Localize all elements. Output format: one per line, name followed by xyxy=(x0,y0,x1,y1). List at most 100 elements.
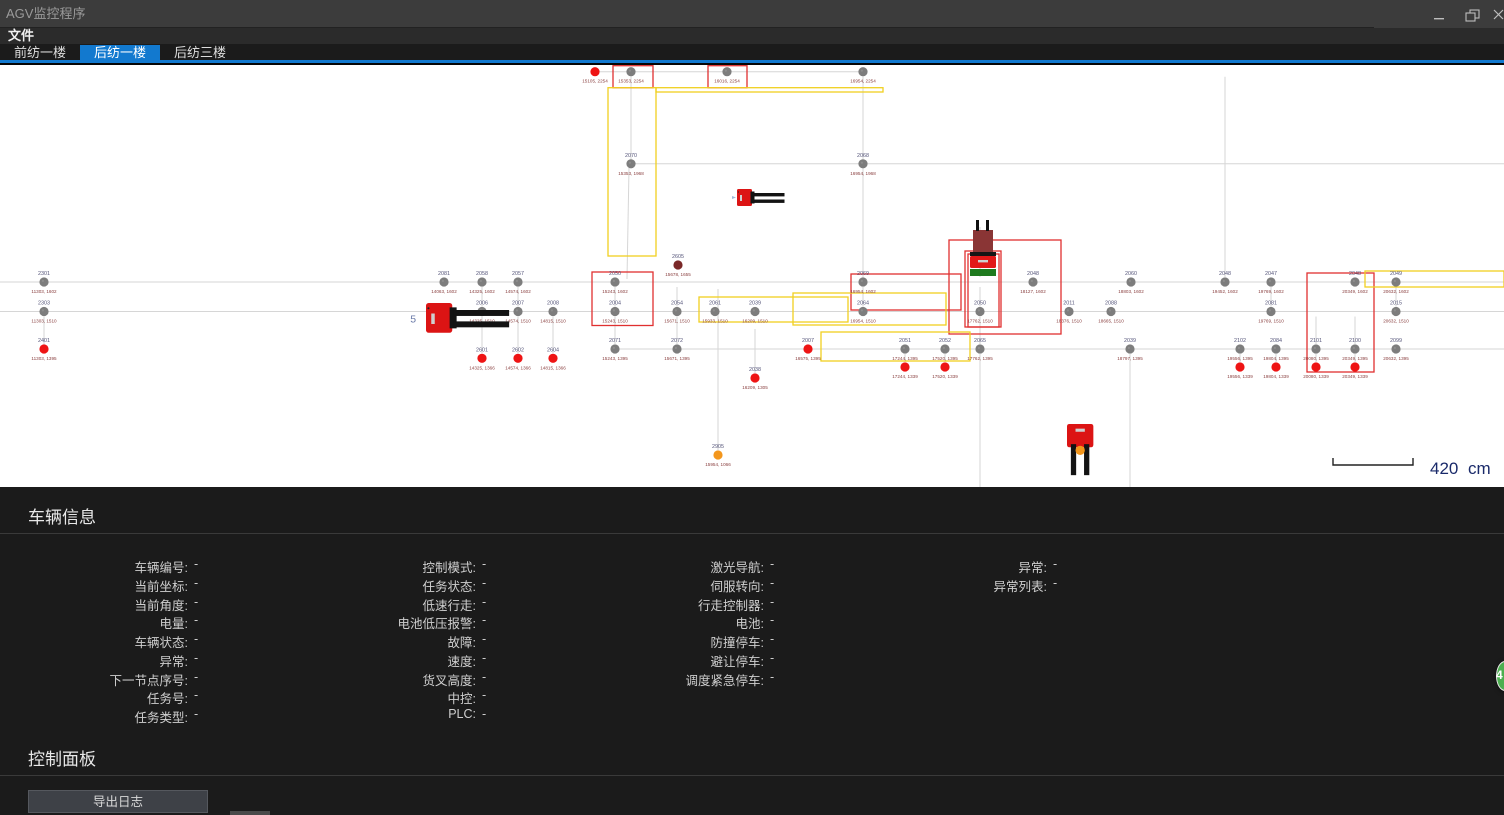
svg-text:18376, 1510: 18376, 1510 xyxy=(1056,319,1082,324)
svg-text:17762, 1510: 17762, 1510 xyxy=(967,319,993,324)
svg-text:2008: 2008 xyxy=(547,301,559,307)
svg-text:18797, 1395: 18797, 1395 xyxy=(1117,356,1143,361)
svg-text:2064: 2064 xyxy=(857,301,869,307)
svg-text:20632, 1510: 20632, 1510 xyxy=(1383,319,1409,324)
svg-text:15671, 1395: 15671, 1395 xyxy=(664,356,690,361)
svg-text:20632, 1395: 20632, 1395 xyxy=(1383,356,1409,361)
svg-text:2099: 2099 xyxy=(1390,338,1402,344)
svg-text:14574, 1602: 14574, 1602 xyxy=(505,289,531,294)
svg-text:2050: 2050 xyxy=(609,271,621,277)
svg-text:15243, 1602: 15243, 1602 xyxy=(602,289,628,294)
svg-text:20080, 1395: 20080, 1395 xyxy=(1303,356,1329,361)
svg-text:17520, 1339: 17520, 1339 xyxy=(932,374,958,379)
svg-text:2039: 2039 xyxy=(1124,338,1136,344)
svg-text:2081: 2081 xyxy=(438,271,450,277)
svg-text:16954, 2254: 16954, 2254 xyxy=(850,79,876,84)
svg-text:2048: 2048 xyxy=(1349,271,1361,277)
svg-text:2084: 2084 xyxy=(1270,338,1282,344)
svg-text:2088: 2088 xyxy=(1105,301,1117,307)
svg-text:2301: 2301 xyxy=(38,271,50,277)
svg-text:18665, 1510: 18665, 1510 xyxy=(1098,319,1124,324)
svg-text:2069: 2069 xyxy=(857,271,869,277)
svg-text:2101: 2101 xyxy=(1310,338,1322,344)
svg-text:19452, 1602: 19452, 1602 xyxy=(1212,289,1238,294)
svg-text:2051: 2051 xyxy=(899,338,911,344)
svg-text:2072: 2072 xyxy=(671,338,683,344)
svg-text:15105, 2254: 15105, 2254 xyxy=(582,79,608,84)
svg-text:17244, 1395: 17244, 1395 xyxy=(892,356,918,361)
svg-text:17762, 1395: 17762, 1395 xyxy=(967,356,993,361)
svg-text:2054: 2054 xyxy=(671,301,683,307)
svg-text:16954, 1510: 16954, 1510 xyxy=(850,319,876,324)
svg-text:2060: 2060 xyxy=(1125,271,1137,277)
svg-text:2602: 2602 xyxy=(512,347,524,353)
svg-text:15678, 1655: 15678, 1655 xyxy=(665,272,691,277)
svg-text:20349, 1339: 20349, 1339 xyxy=(1342,374,1368,379)
svg-text:2058: 2058 xyxy=(476,271,488,277)
svg-text:20080, 1339: 20080, 1339 xyxy=(1303,374,1329,379)
svg-text:2303: 2303 xyxy=(38,301,50,307)
svg-text:2039: 2039 xyxy=(749,301,761,307)
svg-text:2604: 2604 xyxy=(547,347,559,353)
svg-text:16575, 1395: 16575, 1395 xyxy=(795,356,821,361)
svg-text:2601: 2601 xyxy=(476,347,488,353)
svg-text:18127, 1602: 18127, 1602 xyxy=(1020,289,1046,294)
svg-text:11303, 1510: 11303, 1510 xyxy=(31,319,57,324)
svg-text:17244, 1339: 17244, 1339 xyxy=(892,374,918,379)
svg-text:2605: 2605 xyxy=(672,254,684,260)
svg-text:2052: 2052 xyxy=(939,338,951,344)
svg-text:16954, 1602: 16954, 1602 xyxy=(850,289,876,294)
svg-text:15954, 1066: 15954, 1066 xyxy=(705,462,731,467)
svg-text:19804, 1339: 19804, 1339 xyxy=(1263,374,1289,379)
svg-text:2007: 2007 xyxy=(802,338,814,344)
svg-text:2004: 2004 xyxy=(609,301,621,307)
svg-text:17520, 1395: 17520, 1395 xyxy=(932,356,958,361)
svg-text:2047: 2047 xyxy=(1265,271,1277,277)
svg-text:2006: 2006 xyxy=(476,301,488,307)
svg-text:2102: 2102 xyxy=(1234,338,1246,344)
svg-text:2401: 2401 xyxy=(38,338,50,344)
svg-text:19804, 1395: 19804, 1395 xyxy=(1263,356,1289,361)
svg-text:16954, 1968: 16954, 1968 xyxy=(850,171,876,176)
svg-text:16209, 1510: 16209, 1510 xyxy=(742,319,768,324)
svg-text:2071: 2071 xyxy=(609,338,621,344)
svg-text:15243, 1510: 15243, 1510 xyxy=(602,319,628,324)
svg-text:2070: 2070 xyxy=(625,153,637,159)
svg-text:19769, 1510: 19769, 1510 xyxy=(1258,319,1284,324)
svg-text:14574, 1366: 14574, 1366 xyxy=(505,365,531,370)
svg-text:2062: 2062 xyxy=(625,65,637,67)
svg-text:15671, 1510: 15671, 1510 xyxy=(664,319,690,324)
svg-text:14063, 1602: 14063, 1602 xyxy=(431,289,457,294)
svg-text:20632, 1602: 20632, 1602 xyxy=(1383,289,1409,294)
svg-text:14815, 1510: 14815, 1510 xyxy=(540,319,566,324)
svg-text:2905: 2905 xyxy=(712,444,724,450)
svg-text:15353, 1968: 15353, 1968 xyxy=(618,171,644,176)
svg-text:2065: 2065 xyxy=(974,338,986,344)
svg-text:2048: 2048 xyxy=(1027,271,1039,277)
svg-text:2038: 2038 xyxy=(749,367,761,373)
svg-text:11303, 1395: 11303, 1395 xyxy=(31,356,57,361)
svg-text:14325, 1366: 14325, 1366 xyxy=(469,365,495,370)
svg-text:2100: 2100 xyxy=(1349,338,1361,344)
svg-text:2057: 2057 xyxy=(512,271,524,277)
svg-text:11303, 1602: 11303, 1602 xyxy=(31,289,57,294)
svg-text:2050: 2050 xyxy=(974,301,986,307)
svg-text:2068: 2068 xyxy=(857,153,869,159)
svg-text:18803, 1602: 18803, 1602 xyxy=(1118,289,1144,294)
svg-text:2049: 2049 xyxy=(1390,271,1402,277)
svg-text:15933, 1510: 15933, 1510 xyxy=(702,319,728,324)
svg-text:19556, 1395: 19556, 1395 xyxy=(1227,356,1253,361)
svg-text:20349, 1395: 20349, 1395 xyxy=(1342,356,1368,361)
svg-text:19556, 1339: 19556, 1339 xyxy=(1227,374,1253,379)
svg-text:16016, 2254: 16016, 2254 xyxy=(714,79,740,84)
svg-text:16209, 1305: 16209, 1305 xyxy=(742,385,768,390)
svg-text:15353, 2254: 15353, 2254 xyxy=(618,79,644,84)
svg-text:15243, 1395: 15243, 1395 xyxy=(602,356,628,361)
svg-text:2007: 2007 xyxy=(512,301,524,307)
svg-text:20349, 1602: 20349, 1602 xyxy=(1342,289,1368,294)
svg-text:2011: 2011 xyxy=(1063,301,1075,307)
svg-text:14325, 1602: 14325, 1602 xyxy=(469,289,495,294)
svg-text:5: 5 xyxy=(410,313,416,325)
svg-text:19769, 1602: 19769, 1602 xyxy=(1258,289,1284,294)
svg-text:2063: 2063 xyxy=(721,65,733,67)
